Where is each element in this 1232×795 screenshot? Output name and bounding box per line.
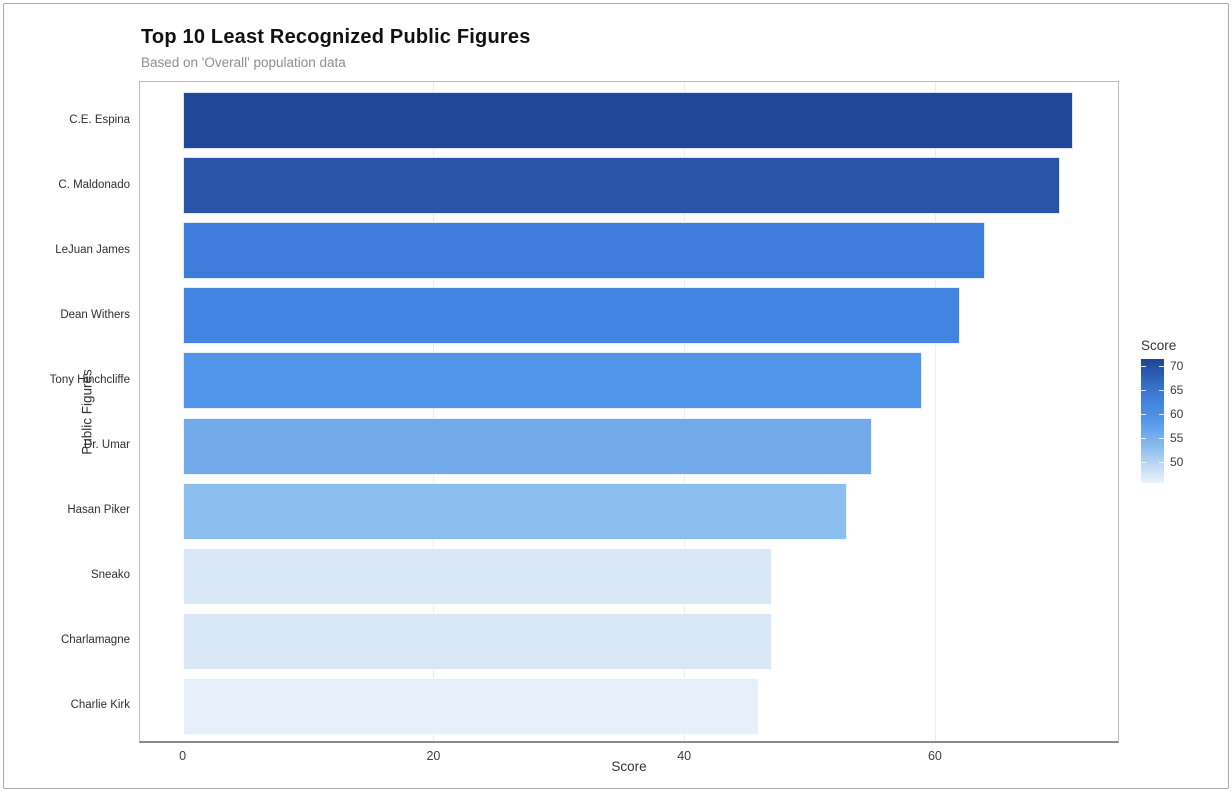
x-tick-20: 20 [426,749,441,763]
chart-title: Top 10 Least Recognized Public Figures [141,26,531,48]
x-tick-60: 60 [927,749,942,763]
y-label-c-maldonado: C. Maldonado [58,178,130,191]
colorbar-notch-50-left [1141,461,1146,463]
y-label-lejuan-james: LeJuan James [55,243,130,256]
bar-tony-hinchcliffe[interactable] [182,352,923,410]
colorbar-notch-50-right [1159,461,1164,463]
bar-c-maldonado[interactable] [182,157,1061,215]
bar-dr-umar[interactable] [182,417,873,475]
y-label-dean-withers: Dean Withers [60,308,130,321]
y-label-dr-umar: Dr. Umar [84,439,130,451]
y-label-charlie-kirk: Charlie Kirk [70,699,130,712]
bar-sneako[interactable] [182,547,772,605]
y-label-c-e-espina: C.E. Espina [69,113,130,126]
bar-charlie-kirk[interactable] [182,677,760,735]
x-axis-title: Score [611,759,647,774]
x-tick-0: 0 [179,749,187,763]
chart-subtitle: Based on 'Overall' population data [141,55,346,70]
colorbar-notch-65-left [1141,390,1146,391]
bar-hasan-piker[interactable] [182,482,848,540]
bar-c-e-espina[interactable] [182,92,1073,149]
y-axis-title: Public Figures [79,369,95,455]
y-label-charlamagne: Charlamagne [60,634,130,647]
plot-panel [139,81,1119,743]
y-label-tony-hinchcliffe: Tony Hinchcliffe [49,373,130,386]
gridline-x-20 [433,82,435,741]
colorbar-notch-55-right [1159,437,1164,439]
colorbar-notch-70-right [1159,366,1164,368]
colorbar-tick-55: 55 [1170,430,1184,445]
colorbar-tick-60: 60 [1170,406,1184,421]
colorbar-tick-70: 70 [1170,359,1184,374]
bar-dean-withers[interactable] [182,287,960,345]
bar-charlamagne[interactable] [182,612,772,670]
colorbar-legend-title: Score [1141,338,1177,353]
colorbar [1141,359,1164,483]
colorbar-tick-50: 50 [1170,454,1184,469]
y-label-hasan-piker: Hasan Piker [67,504,130,517]
x-tick-40: 40 [677,749,692,763]
colorbar-notch-65-right [1159,390,1164,391]
colorbar-notch-70-left [1141,366,1146,368]
colorbar-notch-55-left [1141,437,1146,439]
colorbar-notch-60-right [1159,413,1164,415]
y-label-sneako: Sneako [90,569,130,582]
chart-figure: Top 10 Least Recognized Public Figures B… [3,3,1229,789]
bar-lejuan-james[interactable] [182,222,986,280]
colorbar-notch-60-left [1141,413,1146,415]
gridline-x-40 [684,82,686,741]
colorbar-tick-65: 65 [1170,383,1184,397]
gridline-x-60 [934,82,936,741]
